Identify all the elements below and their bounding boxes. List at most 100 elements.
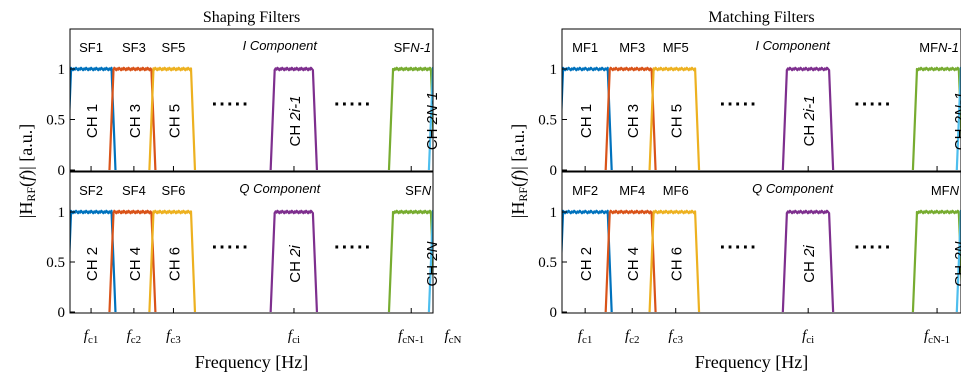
- axes-frame: [69, 171, 434, 314]
- ellipsis: ·····: [720, 237, 758, 259]
- series-band-N-1: [387, 66, 433, 171]
- x-tick-label: fc3: [668, 328, 683, 346]
- channel-label: CH 6: [669, 247, 686, 281]
- channel-label: CH 3: [127, 104, 144, 138]
- ellipsis: ·····: [334, 94, 372, 116]
- y-tick-label: 1: [58, 62, 66, 78]
- filter-label: MF5: [663, 40, 689, 55]
- x-tick-label: fc1: [84, 328, 99, 346]
- x-tick-label: fcN-1: [924, 328, 950, 346]
- channel-label: CH 4: [127, 247, 144, 281]
- chart-matching: Matching Filters 0 0.5 1 MF1 MF3 MF5 MFN-1 I Com…: [508, 9, 961, 372]
- x-axis-label: Frequency [Hz]: [195, 352, 308, 372]
- y-tick-label: 0: [58, 305, 66, 321]
- channel-label: CH 2i-1: [801, 96, 818, 147]
- panel-q: 0 0.5 1 MF2 MF4 MF6 MFN Q Component CH 2 CH 4 CH 6…: [538, 171, 961, 321]
- series-band-N-1: [911, 66, 961, 171]
- series-band-1: [70, 66, 117, 171]
- component-label: Q Component: [752, 181, 834, 196]
- y-tick-label: 1: [550, 205, 558, 221]
- x-axis-label: Frequency [Hz]: [695, 352, 808, 372]
- panel-i: 0 0.5 1 SF1 SF3 SF5 SFN-1 I Component CH 1 CH 3 CH…: [46, 28, 441, 179]
- x-tick-label: fc2: [127, 328, 142, 346]
- series-band-i: [781, 66, 835, 171]
- series-band-N-1: [387, 209, 433, 313]
- filter-label: SF2: [79, 183, 103, 198]
- filter-label: MFN: [931, 183, 960, 198]
- ellipsis: ·····: [854, 237, 892, 259]
- channel-label: CH 5: [669, 104, 686, 138]
- filter-label: SFN: [405, 183, 432, 198]
- series-band-i: [781, 209, 835, 313]
- x-tick-label: fci: [288, 328, 300, 346]
- filter-label: SF6: [162, 183, 186, 198]
- filter-label: MF3: [619, 40, 645, 55]
- filter-label: MF2: [572, 183, 598, 198]
- filter-label: SF1: [79, 40, 103, 55]
- channel-label: CH 5: [166, 104, 183, 138]
- filter-label: MF1: [572, 40, 598, 55]
- panel-i: 0 0.5 1 MF1 MF3 MF5 MFN-1 I Component CH 1 CH 3 CH…: [538, 28, 961, 179]
- series-band-3: [148, 66, 197, 171]
- channel-label: CH 3: [625, 104, 642, 138]
- y-axis-label: |HRF(f)| [a.u.]: [508, 124, 530, 218]
- axes-frame: [561, 171, 961, 314]
- component-label: I Component: [755, 38, 831, 53]
- channel-label: CH 1: [84, 104, 101, 138]
- channel-label: CH 6: [166, 247, 183, 281]
- x-tick-label: fc1: [578, 328, 593, 346]
- series-band-2: [108, 209, 157, 313]
- channel-label: CH 2i: [801, 245, 818, 283]
- ellipsis: ·····: [212, 94, 250, 116]
- channel-label: CH 2N: [424, 241, 441, 286]
- series-band-3: [648, 66, 701, 171]
- series-band-1: [562, 209, 613, 313]
- series-band-2: [108, 66, 157, 171]
- axes-frame: [561, 28, 961, 172]
- y-tick-label: 0: [58, 163, 66, 179]
- series-band-2: [604, 209, 657, 313]
- chart-title: Shaping Filters: [203, 9, 300, 26]
- component-label: Q Component: [239, 181, 321, 196]
- y-tick-label: 0.5: [46, 255, 65, 271]
- channel-label: CH 2i-1: [287, 96, 304, 147]
- channel-label: CH 4: [625, 247, 642, 281]
- series-band-2: [604, 66, 657, 171]
- x-tick-label: fci: [802, 328, 814, 346]
- x-tick-label: fcN-1: [398, 328, 424, 346]
- filter-label: SF5: [162, 40, 186, 55]
- filter-label: SF4: [122, 183, 146, 198]
- chart-title: Matching Filters: [708, 9, 814, 26]
- x-tick-label: fc2: [625, 328, 640, 346]
- chart-shaping: Shaping Filters 0 0.5 1 SF1 SF3 SF5 SFN-1 I Comp…: [16, 9, 462, 372]
- filter-label: MF6: [663, 183, 689, 198]
- series-band-i: [269, 66, 319, 171]
- series-band-3: [648, 209, 701, 313]
- channel-label: CH 2N-1: [424, 92, 441, 150]
- channel-label: CH 2: [84, 247, 101, 281]
- component-label: I Component: [243, 38, 319, 53]
- y-tick-label: 0: [550, 305, 558, 321]
- series-band-3: [148, 209, 197, 313]
- series-band-1: [562, 66, 613, 171]
- channel-label: CH 1: [578, 104, 595, 138]
- ellipsis: ·····: [720, 94, 758, 116]
- filter-label: MFN-1: [919, 40, 959, 55]
- filter-label: MF4: [619, 183, 645, 198]
- series-band-i: [269, 209, 319, 313]
- x-tick-label: fcN: [444, 328, 461, 346]
- y-axis-label: |HRF(f)| [a.u.]: [16, 124, 38, 218]
- y-tick-label: 1: [550, 62, 558, 78]
- ellipsis: ·····: [212, 237, 250, 259]
- filter-label: SFN-1: [394, 40, 432, 55]
- channel-label: CH 2: [578, 247, 595, 281]
- series-band-1: [70, 209, 117, 313]
- panel-q: 0 0.5 1 SF2 SF4 SF6 SFN Q Component CH 2 CH 4 CH 6…: [46, 171, 441, 321]
- y-tick-label: 0.5: [538, 255, 557, 271]
- y-tick-label: 0.5: [46, 113, 65, 129]
- y-tick-label: 0: [550, 163, 558, 179]
- ellipsis: ·····: [334, 237, 372, 259]
- channel-label: CH 2N: [952, 241, 961, 286]
- channel-label: CH 2i: [287, 245, 304, 283]
